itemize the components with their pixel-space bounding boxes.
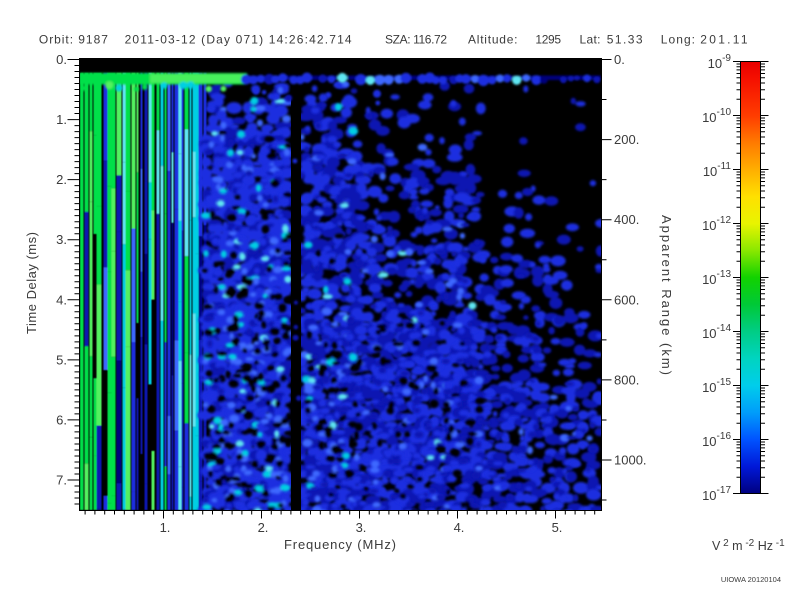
svg-text:Lat:: Lat: — [580, 33, 601, 47]
svg-text:Orbit: 9187: Orbit: 9187 — [39, 33, 108, 47]
svg-text:Frequency (MHz): Frequency (MHz) — [284, 537, 396, 552]
svg-text:0.: 0. — [56, 52, 67, 67]
svg-text:4.: 4. — [56, 292, 67, 307]
svg-text:Long:: Long: — [661, 33, 695, 47]
svg-text:0.: 0. — [614, 52, 625, 67]
svg-text:4.: 4. — [454, 520, 465, 535]
svg-text:UIOWA 20120104: UIOWA 20120104 — [721, 575, 781, 584]
svg-text:SZA: 116.72: SZA: 116.72 — [385, 33, 447, 47]
svg-text:V 2 m -2 Hz -1: V 2 m -2 Hz -1 — [712, 538, 785, 553]
svg-text:51.33: 51.33 — [607, 33, 643, 47]
svg-text:5.: 5. — [56, 352, 67, 367]
svg-text:6.: 6. — [56, 412, 67, 427]
svg-text:1.: 1. — [160, 520, 171, 535]
svg-text:2011-03-12 (Day 071) 14:26:42.: 2011-03-12 (Day 071) 14:26:42.714 — [125, 33, 352, 47]
svg-text:800.: 800. — [614, 372, 639, 387]
svg-text:1295: 1295 — [535, 33, 561, 47]
svg-text:1.: 1. — [56, 112, 67, 127]
svg-text:Apparent Range (km): Apparent Range (km) — [659, 215, 674, 375]
svg-text:7.: 7. — [56, 472, 67, 487]
svg-text:2.: 2. — [258, 520, 269, 535]
svg-text:3.: 3. — [56, 232, 67, 247]
svg-text:600.: 600. — [614, 292, 639, 307]
svg-text:400.: 400. — [614, 212, 639, 227]
svg-text:5.: 5. — [552, 520, 563, 535]
svg-text:3.: 3. — [356, 520, 367, 535]
svg-text:Altitude:: Altitude: — [468, 33, 518, 47]
svg-text:200.: 200. — [614, 132, 639, 147]
svg-text:1000.: 1000. — [614, 453, 647, 468]
svg-text:Time Delay (ms): Time Delay (ms) — [24, 232, 39, 334]
svg-text:201.11: 201.11 — [700, 33, 748, 47]
svg-text:2.: 2. — [56, 172, 67, 187]
